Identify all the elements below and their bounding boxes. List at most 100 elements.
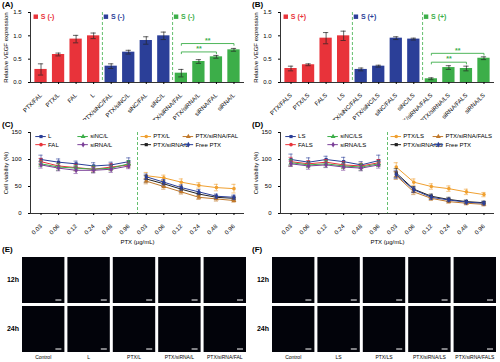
svg-text:FAL: FAL	[48, 142, 59, 148]
svg-text:PTX (μg/mL): PTX (μg/mL)	[120, 239, 154, 245]
svg-text:L: L	[89, 92, 96, 99]
svg-text:0.5: 0.5	[13, 56, 22, 62]
svg-text:0.96: 0.96	[118, 223, 131, 236]
svg-text:PTX/L: PTX/L	[127, 354, 141, 360]
svg-text:PTX/siRNA/FALS: PTX/siRNA/FALS	[445, 133, 492, 139]
svg-text:0.03: 0.03	[281, 223, 294, 236]
svg-text:0.48: 0.48	[206, 223, 219, 236]
svg-text:**: **	[205, 37, 211, 44]
svg-text:0.06: 0.06	[403, 223, 416, 236]
svg-text:siNC/L: siNC/L	[90, 133, 109, 139]
svg-text:0.24: 0.24	[188, 223, 201, 236]
svg-text:12h: 12h	[7, 276, 19, 283]
svg-text:PTX/siRNA/FALS: PTX/siRNA/FALS	[455, 354, 495, 360]
svg-text:150: 150	[261, 129, 272, 135]
svg-text:PTX/LS: PTX/LS	[292, 92, 311, 111]
svg-text:0.96: 0.96	[368, 223, 381, 236]
svg-text:0.03: 0.03	[386, 223, 399, 236]
svg-text:Relative VEGF expression: Relative VEGF expression	[3, 12, 9, 82]
svg-text:0.0: 0.0	[13, 79, 22, 85]
svg-text:12h: 12h	[257, 276, 269, 283]
svg-text:siRNA/L: siRNA/L	[216, 92, 236, 112]
svg-text:PTX (μg/mL): PTX (μg/mL)	[370, 239, 404, 245]
svg-text:PTX/siRNA/FAL: PTX/siRNA/FAL	[195, 133, 238, 139]
svg-text:siNC/LS: siNC/LS	[340, 133, 362, 139]
svg-text:Relative VEGF expression: Relative VEGF expression	[253, 12, 259, 82]
svg-text:0.06: 0.06	[153, 223, 166, 236]
svg-text:0.96: 0.96	[474, 223, 487, 236]
svg-text:1.5: 1.5	[263, 9, 272, 15]
svg-text:0.0: 0.0	[263, 79, 272, 85]
svg-text:Cell viability (%): Cell viability (%)	[253, 152, 259, 195]
svg-text:PTX/LS: PTX/LS	[403, 133, 424, 139]
svg-text:S (-): S (-)	[41, 13, 55, 21]
svg-text:0: 0	[18, 210, 22, 216]
svg-text:50: 50	[15, 183, 22, 189]
svg-text:0.48: 0.48	[456, 223, 469, 236]
svg-text:L: L	[87, 354, 90, 360]
svg-text:0.06: 0.06	[48, 223, 61, 236]
svg-text:0.12: 0.12	[171, 223, 184, 236]
svg-text:0.12: 0.12	[316, 223, 329, 236]
svg-text:siRNA/LS: siRNA/LS	[340, 142, 366, 148]
svg-text:0.06: 0.06	[298, 223, 311, 236]
svg-text:24h: 24h	[7, 325, 19, 332]
svg-text:LS: LS	[336, 92, 345, 101]
svg-text:1.5: 1.5	[13, 9, 22, 15]
svg-text:siNC/FAL: siNC/FAL	[126, 92, 149, 115]
svg-text:0.96: 0.96	[224, 223, 237, 236]
svg-text:PTX/siRNA/LS: PTX/siRNA/LS	[413, 354, 446, 360]
svg-text:PTX/siRNA/L: PTX/siRNA/L	[165, 354, 195, 360]
svg-text:1.0: 1.0	[13, 33, 22, 39]
svg-text:PTX/FAL: PTX/FAL	[22, 92, 44, 114]
svg-text:PTX/L: PTX/L	[45, 92, 62, 109]
svg-text:S (+): S (+)	[291, 13, 306, 21]
svg-text:L: L	[48, 133, 52, 139]
svg-text:PTX/siNC/L: PTX/siNC/L	[104, 92, 131, 119]
svg-text:siRNA/LS: siRNA/LS	[463, 92, 486, 115]
svg-text:**: **	[196, 45, 202, 52]
svg-text:Cell viability (%): Cell viability (%)	[3, 152, 9, 195]
svg-text:FAL: FAL	[66, 92, 78, 104]
svg-text:LS: LS	[298, 133, 305, 139]
svg-text:0.24: 0.24	[83, 223, 96, 236]
svg-text:PTX/FALS: PTX/FALS	[269, 92, 293, 116]
svg-text:Control: Control	[285, 354, 301, 360]
svg-text:FALS: FALS	[314, 92, 329, 107]
svg-text:**: **	[446, 55, 452, 62]
svg-text:50: 50	[265, 183, 272, 189]
svg-text:siRNA/FAL: siRNA/FAL	[194, 92, 219, 117]
svg-text:PTX/siRNA/FAL: PTX/siRNA/FAL	[207, 354, 243, 360]
svg-text:0.48: 0.48	[351, 223, 364, 236]
svg-text:0.03: 0.03	[31, 223, 44, 236]
svg-text:S (+): S (+)	[361, 13, 376, 21]
svg-text:S (-): S (-)	[111, 13, 125, 21]
svg-text:150: 150	[11, 129, 22, 135]
svg-text:PTX/L: PTX/L	[153, 133, 170, 139]
svg-text:S (-): S (-)	[181, 13, 195, 21]
svg-text:Free PTX: Free PTX	[445, 142, 471, 148]
svg-text:0.24: 0.24	[333, 223, 346, 236]
svg-text:PTX/LS: PTX/LS	[375, 354, 393, 360]
svg-text:siRNA/FALS: siRNA/FALS	[441, 92, 469, 120]
svg-text:0.5: 0.5	[263, 56, 272, 62]
svg-text:0.12: 0.12	[421, 223, 434, 236]
svg-text:1.0: 1.0	[263, 33, 272, 39]
svg-text:100: 100	[261, 156, 272, 162]
svg-text:0.24: 0.24	[438, 223, 451, 236]
svg-text:24h: 24h	[257, 325, 269, 332]
svg-text:0.48: 0.48	[101, 223, 114, 236]
svg-text:FALS: FALS	[298, 142, 313, 148]
svg-text:Free PTX: Free PTX	[195, 142, 221, 148]
svg-text:PTX/siRNA/LS: PTX/siRNA/LS	[403, 142, 442, 148]
svg-text:LS: LS	[336, 354, 343, 360]
svg-text:siNC/FALS: siNC/FALS	[373, 92, 398, 117]
svg-text:0.03: 0.03	[136, 223, 149, 236]
svg-text:0: 0	[268, 210, 272, 216]
svg-text:0.12: 0.12	[66, 223, 79, 236]
svg-text:100: 100	[11, 156, 22, 162]
svg-text:S (+): S (+)	[431, 13, 446, 21]
svg-text:Control: Control	[35, 354, 51, 360]
svg-text:siRNA/L: siRNA/L	[90, 142, 113, 148]
svg-text:**: **	[455, 47, 461, 54]
